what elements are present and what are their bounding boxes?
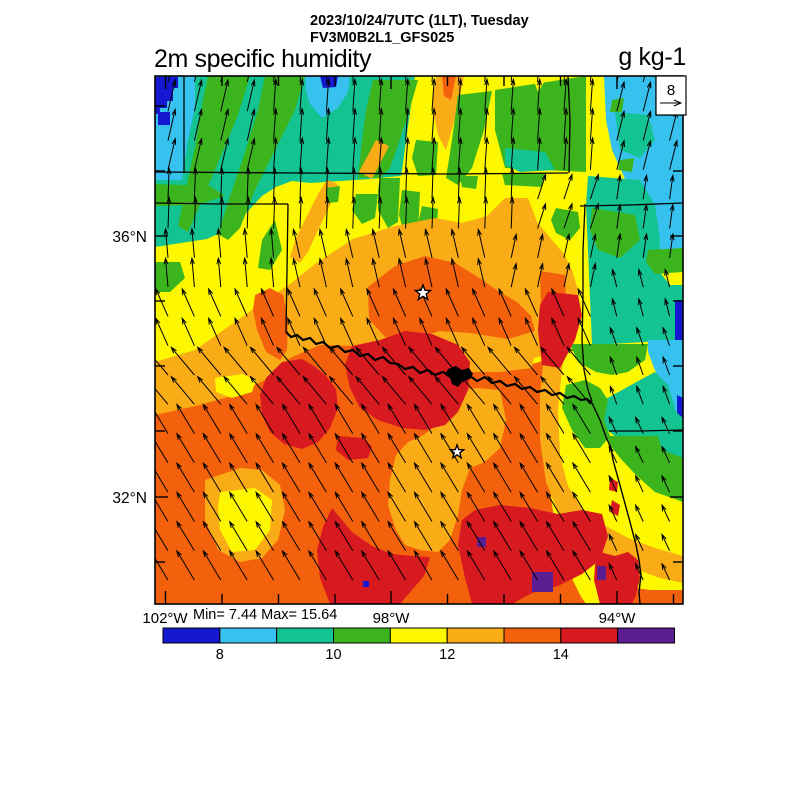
svg-text:10: 10 <box>325 647 341 663</box>
svg-text:14: 14 <box>553 647 569 663</box>
svg-text:12: 12 <box>439 647 455 663</box>
svg-text:8: 8 <box>667 82 675 99</box>
svg-text:8: 8 <box>216 647 224 663</box>
